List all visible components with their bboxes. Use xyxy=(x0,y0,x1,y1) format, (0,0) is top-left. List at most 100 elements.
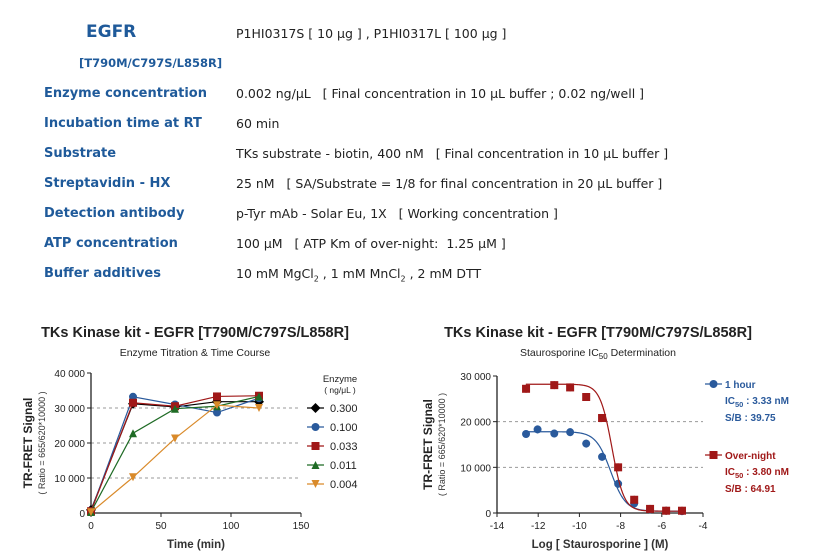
y-axis-sublabel: ( Ratio = 665/620*10000 ) xyxy=(37,391,47,494)
subtitle-sub: 50 xyxy=(599,352,608,361)
data-point xyxy=(129,429,137,438)
data-point xyxy=(87,508,95,517)
y-tick-label: 30 000 xyxy=(54,404,85,415)
y-tick-label: 20 000 xyxy=(54,439,85,450)
row-label: ATP concentration xyxy=(44,236,178,251)
subtitle-text: Determination xyxy=(608,347,676,359)
data-point xyxy=(598,452,607,461)
data-point xyxy=(646,504,655,513)
x-tick-label: -4 xyxy=(699,521,708,532)
data-point xyxy=(582,393,591,402)
text: , 1 mM MnCl xyxy=(318,266,401,281)
legend-marker xyxy=(709,380,718,388)
ic50-annotation: IC50 : 3.33 nM xyxy=(725,396,789,409)
ic50-sub: 50 xyxy=(735,400,743,409)
data-point xyxy=(522,384,531,393)
data-point xyxy=(566,428,575,437)
chart-subtitle: Staurosporine IC50 Determination xyxy=(520,347,676,361)
legend-marker xyxy=(310,403,321,413)
y-axis-label: TR-FRET Signal xyxy=(21,398,35,489)
catalog-numbers: P1HI0317S [ 10 μg ] , P1HI0317L [ 100 μg… xyxy=(236,26,507,41)
x-tick-label: 50 xyxy=(155,521,167,532)
data-point xyxy=(582,439,591,448)
row-label: Enzyme concentration xyxy=(44,86,207,101)
row-value: 100 μM [ ATP Km of over-night: 1.25 μM ] xyxy=(236,236,506,251)
ic50-sub: 50 xyxy=(735,471,743,480)
legend-unit: ( ng/μL ) xyxy=(324,385,356,395)
y-axis-label: TR-FRET Signal xyxy=(421,399,435,490)
y-axis-sublabel: ( Ratio = 665/620*10000 ) xyxy=(437,393,447,496)
subscript: 2 xyxy=(400,274,406,284)
data-point xyxy=(598,414,607,423)
series-line-0.011 xyxy=(90,395,260,513)
legend-label: 1 hour xyxy=(725,380,756,391)
fit-curve-1 hour xyxy=(525,431,682,512)
x-tick-label: 150 xyxy=(293,521,310,532)
y-tick-label: 0 xyxy=(485,509,491,520)
ic50-label: IC xyxy=(725,467,735,478)
x-tick-label: -8 xyxy=(616,521,625,532)
data-point xyxy=(171,434,179,443)
data-point xyxy=(129,398,137,407)
x-tick-label: -10 xyxy=(572,521,587,532)
row-value: 60 min xyxy=(236,116,280,131)
series-line-0.004 xyxy=(90,404,260,513)
legend-label: 0.100 xyxy=(330,422,358,434)
data-point xyxy=(614,463,623,472)
row-label: Streptavidin - HX xyxy=(44,176,171,191)
row-label: Detection antibody xyxy=(44,206,185,221)
data-point xyxy=(129,473,137,482)
legend-title: Enzyme xyxy=(323,374,357,385)
data-point xyxy=(677,506,686,515)
text: , 2 mM DTT xyxy=(405,266,482,281)
row-value: p-Tyr mAb - Solar Eu, 1X [ Working conce… xyxy=(236,206,558,221)
y-tick-label: 20 000 xyxy=(460,418,491,429)
row-value: 10 mM MgCl2 , 1 mM MnCl2 , 2 mM DTT xyxy=(236,266,481,284)
row-value: TKs substrate - biotin, 400 nM [ Final c… xyxy=(236,146,669,161)
ic50-label: IC xyxy=(725,396,735,407)
data-point xyxy=(630,495,639,504)
legend-marker xyxy=(311,480,320,488)
mutation-label: [T790M/C797S/L858R] xyxy=(79,56,223,70)
ic50-value: : 3.33 nM xyxy=(743,396,789,407)
chart-title: TKs Kinase kit - EGFR [T790M/C797S/L858R… xyxy=(444,325,752,341)
x-tick-label: -14 xyxy=(490,521,505,532)
y-tick-label: 10 000 xyxy=(460,463,491,474)
series-line-0.300 xyxy=(90,401,259,511)
data-point xyxy=(533,425,542,434)
y-tick-label: 40 000 xyxy=(54,369,85,380)
y-tick-label: 10 000 xyxy=(54,474,85,485)
legend-marker xyxy=(311,461,320,469)
chart-subtitle: Enzyme Titration & Time Course xyxy=(120,347,271,359)
data-point xyxy=(213,401,221,410)
sb-ratio: S/B : 39.75 xyxy=(725,413,776,424)
legend-label: 0.300 xyxy=(330,403,358,415)
row-value: 25 nM [ SA/Substrate = 1/8 for final con… xyxy=(236,176,663,191)
row-label: Substrate xyxy=(44,146,117,161)
data-point xyxy=(171,404,179,413)
legend-marker xyxy=(311,423,320,431)
data-point xyxy=(566,383,575,392)
series-line-0.033 xyxy=(90,395,260,512)
sb-ratio: S/B : 64.91 xyxy=(725,484,776,495)
y-tick-label: 30 000 xyxy=(460,372,491,383)
subscript: 2 xyxy=(313,274,319,284)
x-tick-label: -6 xyxy=(657,521,666,532)
chart-title: TKs Kinase kit - EGFR [T790M/C797S/L858R… xyxy=(41,325,349,341)
series-line-0.100 xyxy=(90,396,260,512)
data-point xyxy=(255,392,263,401)
x-tick-label: 100 xyxy=(223,521,240,532)
legend-label: 0.033 xyxy=(330,441,358,453)
y-tick-label: 0 xyxy=(79,509,85,520)
x-axis-label: Time (min) xyxy=(167,539,225,551)
data-point xyxy=(550,381,559,390)
x-tick-label: -12 xyxy=(531,521,546,532)
row-value: 0.002 ng/μL [ Final concentration in 10 … xyxy=(236,86,645,101)
data-point xyxy=(550,429,559,438)
data-point xyxy=(213,408,221,417)
fit-curve-Over-night xyxy=(525,383,682,512)
legend-label: Over-night xyxy=(725,451,776,462)
data-point xyxy=(213,392,221,401)
legend-marker xyxy=(311,442,320,450)
